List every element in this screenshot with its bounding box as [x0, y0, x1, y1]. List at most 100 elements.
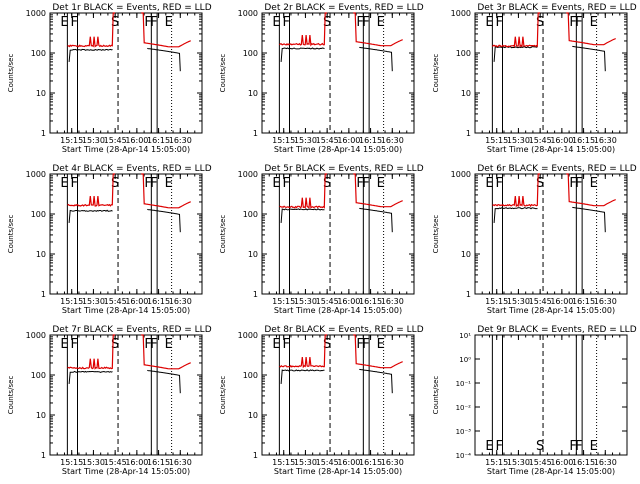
x-tick-label: 16:30	[169, 297, 192, 306]
y-tick-label: 100	[243, 49, 258, 58]
y-tick-label: 10⁻³	[456, 428, 472, 436]
x-tick-label: 15:30	[294, 136, 317, 145]
x-tick-label: 15:15	[485, 297, 508, 306]
x-tick-label: 15:15	[272, 297, 295, 306]
x-tick-label: 15:30	[294, 458, 317, 467]
series-lld-line	[141, 334, 191, 370]
y-tick-label: 10⁻⁴	[456, 452, 472, 460]
x-tick-label: 15:45	[104, 136, 127, 145]
x-tick-label: 15:45	[316, 297, 339, 306]
event-marker-label: E	[590, 15, 598, 30]
event-marker-label: E	[590, 439, 598, 454]
event-marker-label: F	[356, 15, 363, 30]
panel-det-5: Det 5r BLACK = Events, RED = LLD Counts/s…	[219, 164, 424, 315]
series-lld-line	[566, 12, 616, 46]
event-marker-label: F	[71, 337, 78, 352]
y-tick-label: 100	[456, 210, 471, 219]
panel-title: Det 8r BLACK = Events, RED = LLD	[264, 325, 423, 335]
x-tick-label: 16:30	[169, 136, 192, 145]
x-tick-label: 15:15	[60, 136, 83, 145]
x-tick-label: 15:45	[104, 458, 127, 467]
x-tick-label: 15:45	[529, 297, 552, 306]
x-tick-label: 16:30	[169, 458, 192, 467]
y-axis-label: Counts/sec	[7, 215, 15, 254]
series-lld-line	[566, 173, 616, 207]
x-axis-label: Start Time (28-Apr-14 15:05:00)	[274, 467, 402, 476]
event-marker-label: F	[144, 337, 151, 352]
x-tick-label: 15:15	[272, 458, 295, 467]
event-marker-label: S	[111, 15, 119, 30]
x-tick-label: 16:00	[125, 136, 148, 145]
x-tick-label: 15:15	[60, 458, 83, 467]
plot-frame	[49, 334, 203, 456]
x-axis-label: Start Time (28-Apr-14 15:05:00)	[487, 467, 615, 476]
event-marker-label: F	[150, 176, 157, 191]
y-tick-label: 1000	[238, 9, 258, 18]
series-events-line	[68, 209, 113, 223]
y-tick-label: 1	[466, 129, 471, 138]
y-tick-label: 100	[31, 371, 46, 380]
event-marker-label: F	[362, 15, 369, 30]
y-tick-label: 100	[31, 49, 46, 58]
x-tick-label: 16:15	[359, 136, 382, 145]
series-events-line	[280, 47, 325, 62]
event-marker-label: E	[377, 337, 385, 352]
series-events-line	[147, 369, 181, 394]
event-marker-label: S	[111, 176, 119, 191]
x-tick-label: 15:30	[507, 297, 530, 306]
y-tick-label: 1000	[238, 170, 258, 179]
series-events-line	[68, 370, 113, 384]
event-marker-label: E	[60, 15, 68, 30]
x-tick-label: 16:00	[125, 297, 148, 306]
series-lld-line	[492, 173, 541, 208]
y-tick-label: 1	[41, 129, 46, 138]
series-lld-line	[491, 12, 541, 48]
event-marker-label: F	[575, 176, 582, 191]
y-tick-label: 100	[456, 49, 471, 58]
series-lld-line	[67, 334, 116, 370]
event-marker-label: E	[485, 176, 493, 191]
event-marker-label: F	[71, 15, 78, 30]
y-tick-label: 1	[253, 451, 258, 460]
event-marker-label: E	[272, 337, 280, 352]
y-tick-label: 1000	[451, 170, 471, 179]
event-marker-label: E	[485, 15, 493, 30]
series-events-line	[493, 46, 538, 62]
event-marker-label: S	[323, 15, 331, 30]
panel-det-6: Det 6r BLACK = Events, RED = LLD Counts/s…	[432, 164, 637, 315]
event-marker-label: S	[536, 439, 544, 454]
x-axis-label: Start Time (28-Apr-14 15:05:00)	[487, 145, 615, 154]
y-tick-label: 10	[461, 250, 471, 259]
event-marker-label: S	[323, 337, 331, 352]
series-events-line	[359, 368, 393, 394]
event-marker-label: E	[60, 337, 68, 352]
plot-frame	[474, 173, 628, 295]
event-marker-label: F	[362, 337, 369, 352]
panel-title: Det 2r BLACK = Events, RED = LLD	[264, 3, 423, 13]
x-tick-label: 16:15	[359, 297, 382, 306]
y-tick-label: 10⁻²	[456, 404, 472, 412]
y-tick-label: 10¹	[459, 332, 471, 340]
panel-title: Det 5r BLACK = Events, RED = LLD	[264, 164, 423, 174]
x-tick-label: 16:30	[594, 136, 617, 145]
event-marker-label: E	[485, 439, 493, 454]
event-marker-label: E	[272, 176, 280, 191]
panel-title: Det 7r BLACK = Events, RED = LLD	[52, 325, 211, 335]
y-axis-label: Counts/sec	[219, 54, 227, 93]
x-axis-label: Start Time (28-Apr-14 15:05:00)	[62, 145, 190, 154]
x-tick-label: 16:15	[147, 136, 170, 145]
panel-title: Det 3r BLACK = Events, RED = LLD	[477, 3, 636, 13]
event-marker-label: S	[536, 176, 544, 191]
event-marker-label: F	[496, 176, 503, 191]
series-lld-line	[353, 173, 403, 208]
x-tick-label: 16:15	[572, 297, 595, 306]
event-marker-label: E	[377, 15, 385, 30]
x-tick-label: 15:30	[507, 458, 530, 467]
y-tick-label: 1	[41, 290, 46, 299]
event-marker-label: F	[496, 15, 503, 30]
event-marker-label: E	[165, 337, 173, 352]
plot-frame	[261, 173, 415, 295]
y-tick-label: 10	[461, 89, 471, 98]
x-tick-label: 15:45	[529, 136, 552, 145]
